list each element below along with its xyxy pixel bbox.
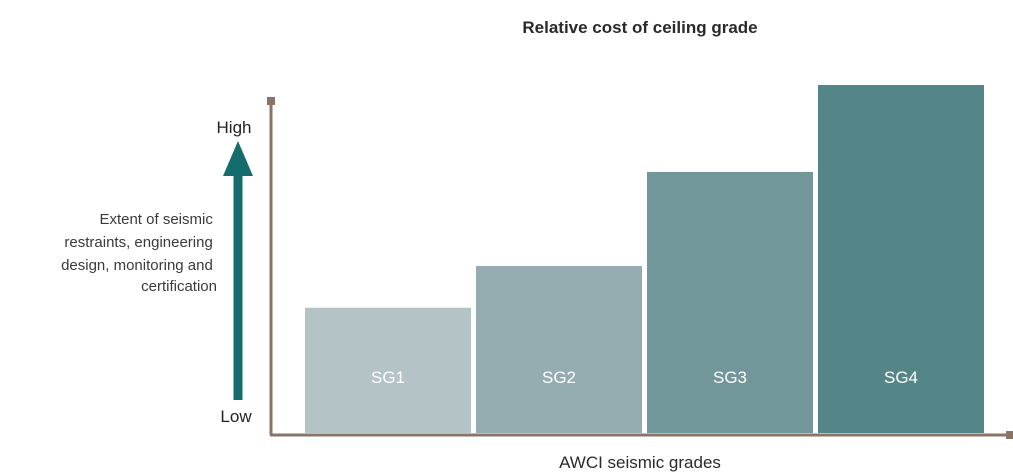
y-arrow-head-icon [223,141,253,176]
x-axis-label: AWCI seismic grades [559,453,721,472]
bar-sg1 [305,307,471,433]
bar-label-sg3: SG3 [713,368,747,387]
bar-sg3 [647,172,813,433]
y-axis-label-line: certification [141,278,217,295]
bars-group: SG1 SG2 SG3 SG4 [305,85,984,433]
bar-label-sg4: SG4 [884,368,918,387]
y-axis-label: Extent of seismic restraints, engineerin… [61,211,217,295]
y-axis-label-line: design, monitoring and [61,257,213,274]
x-axis-end-cap [1006,431,1013,439]
y-low-label: Low [220,407,252,426]
chart-title: Relative cost of ceiling grade [522,18,757,37]
y-axis-label-line: Extent of seismic [99,211,213,228]
bar-sg4 [818,85,984,433]
bar-label-sg1: SG1 [371,368,405,387]
y-axis-label-line: restraints, engineering [64,234,212,251]
bar-sg2 [476,265,642,433]
bar-label-sg2: SG2 [542,368,576,387]
y-axis-end-cap [267,97,275,105]
y-high-label: High [217,118,252,137]
